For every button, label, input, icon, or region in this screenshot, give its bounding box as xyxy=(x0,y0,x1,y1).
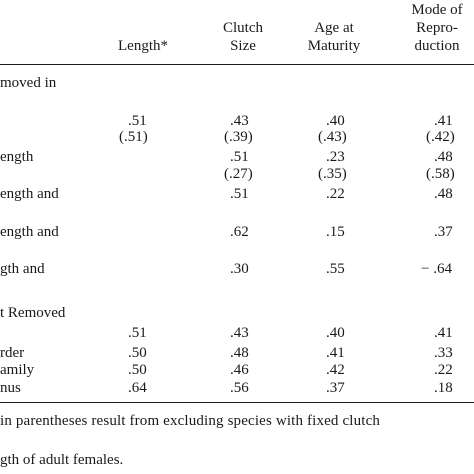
footnote-2: gth of adult females. xyxy=(0,452,124,468)
row-label: nus xyxy=(0,380,21,396)
header-mode-line2: Repro- xyxy=(416,20,458,36)
cell-mode: .41 xyxy=(434,325,453,341)
cell-age: .55 xyxy=(326,261,345,277)
header-age-line2: Maturity xyxy=(307,38,361,54)
cell-mode: .33 xyxy=(434,345,453,361)
cell-clutch: .43 xyxy=(230,325,249,341)
cell-clutch: .56 xyxy=(230,380,249,396)
section2-title: t Removed xyxy=(0,305,66,321)
cell-length: (.51) xyxy=(119,129,148,145)
row-label: gth and xyxy=(0,261,45,277)
cell-clutch: .30 xyxy=(230,261,249,277)
cell-clutch: .62 xyxy=(230,224,249,240)
cell-length: .50 xyxy=(128,345,147,361)
cell-age: .37 xyxy=(326,380,345,396)
header-length: Length* xyxy=(118,38,168,54)
row-label: ength and xyxy=(0,186,59,202)
row-label: ength and xyxy=(0,224,59,240)
row-label: rder xyxy=(0,345,25,361)
cell-clutch: .46 xyxy=(230,362,249,378)
cell-mode: .22 xyxy=(434,362,453,378)
cell-clutch: .48 xyxy=(230,345,249,361)
footnote-1: in parentheses result from excluding spe… xyxy=(0,413,381,429)
cell-length: .51 xyxy=(128,325,147,341)
cell-age: .22 xyxy=(326,186,345,202)
header-rule xyxy=(0,64,474,65)
cell-age: .15 xyxy=(326,224,345,240)
cell-clutch: .51 xyxy=(230,186,249,202)
cell-age: (.35) xyxy=(318,166,347,182)
cell-mode: (.42) xyxy=(426,129,455,145)
cell-mode: .48 xyxy=(434,149,453,165)
cell-mode: − .64 xyxy=(421,261,452,277)
header-age-line1: Age at xyxy=(314,20,354,36)
cell-mode: (.58) xyxy=(426,166,455,182)
cell-length: .51 xyxy=(128,113,147,129)
cell-mode: .18 xyxy=(434,380,453,396)
cell-age: .40 xyxy=(326,325,345,341)
header-mode-line3: duction xyxy=(414,38,460,54)
cell-age: .41 xyxy=(326,345,345,361)
cell-age: .23 xyxy=(326,149,345,165)
cell-mode: .48 xyxy=(434,186,453,202)
header-clutch-line1: Clutch xyxy=(223,20,263,36)
cell-clutch: .51 xyxy=(230,149,249,165)
row-label: ength xyxy=(0,149,34,165)
section1-title: moved in xyxy=(0,75,57,91)
cell-age: .42 xyxy=(326,362,345,378)
row-label: amily xyxy=(0,362,35,378)
header-mode-line1: Mode of xyxy=(411,2,463,18)
cell-clutch: (.39) xyxy=(224,129,253,145)
cell-age: .40 xyxy=(326,113,345,129)
cell-clutch: .43 xyxy=(230,113,249,129)
cell-length: .64 xyxy=(128,380,147,396)
cell-mode: .37 xyxy=(434,224,453,240)
cell-length: .50 xyxy=(128,362,147,378)
cell-mode: .41 xyxy=(434,113,453,129)
table-bottom-rule xyxy=(0,402,474,403)
cell-age: (.43) xyxy=(318,129,347,145)
cell-clutch: (.27) xyxy=(224,166,253,182)
header-clutch-line2: Size xyxy=(230,38,256,54)
